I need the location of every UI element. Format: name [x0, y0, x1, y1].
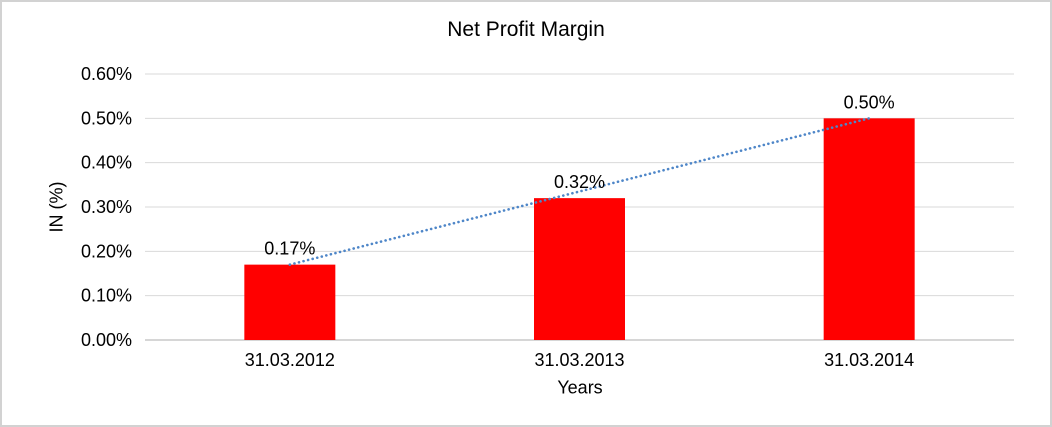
data-label: 0.17% — [264, 239, 315, 259]
y-tick-label: 0.40% — [81, 153, 132, 173]
y-tick-label: 0.00% — [81, 330, 132, 350]
x-category-label: 31.03.2014 — [824, 350, 914, 370]
y-tick-label: 0.50% — [81, 108, 132, 128]
y-tick-label: 0.10% — [81, 286, 132, 306]
bar-31.03.2014[interactable] — [823, 118, 915, 340]
x-category-label: 31.03.2012 — [245, 350, 335, 370]
x-axis-title: Years — [557, 377, 603, 398]
data-label: 0.50% — [844, 92, 895, 112]
y-tick-label: 0.30% — [81, 197, 132, 217]
data-label: 0.32% — [554, 172, 605, 192]
y-tick-label: 0.20% — [81, 241, 132, 261]
bar-31.03.2012[interactable] — [244, 264, 336, 340]
y-tick-label: 0.60% — [81, 64, 132, 84]
x-category-label: 31.03.2013 — [534, 350, 624, 370]
bar-31.03.2013[interactable] — [534, 198, 625, 340]
chart-title: Net Profit Margin — [447, 18, 605, 41]
trendline — [288, 117, 871, 266]
